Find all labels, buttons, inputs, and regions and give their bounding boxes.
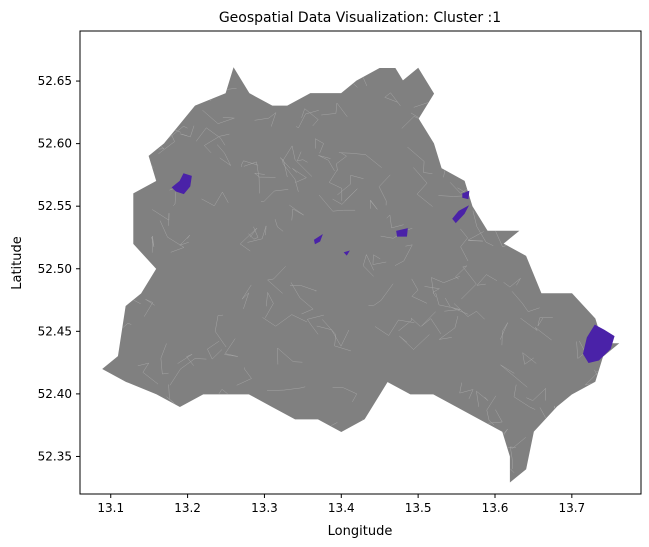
cluster-region-5 [462, 190, 470, 200]
cluster-region-2 [313, 234, 323, 245]
x-tick-label: 13.4 [328, 501, 355, 515]
x-tick-label: 13.5 [405, 501, 432, 515]
cluster-region-4 [396, 228, 408, 237]
y-tick-label: 52.40 [38, 387, 72, 401]
y-tick-label: 52.50 [38, 262, 72, 276]
y-tick-label: 52.65 [38, 74, 72, 88]
cluster-region-1 [171, 173, 192, 195]
x-tick-label: 13.2 [174, 501, 201, 515]
y-tick-label: 52.35 [38, 449, 72, 463]
cluster-highlighted-regions [171, 173, 615, 364]
y-axis-ticks: 52.35 52.40 52.45 52.50 52.55 52.60 52.65 [38, 74, 80, 463]
cluster-region-6 [452, 205, 470, 224]
x-tick-label: 13.3 [251, 501, 278, 515]
x-axis-ticks: 13.1 13.2 13.3 13.4 13.5 13.6 13.7 [97, 494, 585, 515]
y-axis-label: Latitude [10, 236, 25, 290]
cluster-region-3 [343, 250, 350, 256]
y-tick-label: 52.60 [38, 137, 72, 151]
x-tick-label: 13.6 [482, 501, 509, 515]
x-tick-label: 13.1 [97, 501, 124, 515]
chart-title: Geospatial Data Visualization: Cluster :… [219, 10, 501, 26]
y-tick-label: 52.45 [38, 324, 72, 338]
cluster-region-7 [582, 324, 615, 364]
city-territory [102, 67, 620, 483]
y-tick-label: 52.55 [38, 199, 72, 213]
x-axis-label: Longitude [328, 524, 393, 539]
x-tick-label: 13.7 [558, 501, 585, 515]
